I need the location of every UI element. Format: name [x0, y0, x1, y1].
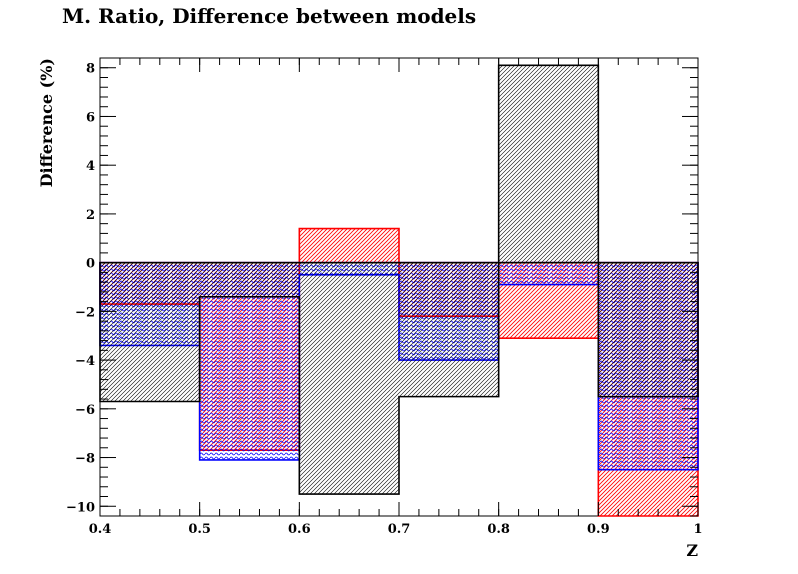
bar-series-3-bin-6 [598, 262, 698, 397]
series-3 [99, 64, 699, 495]
x-tick-label: 0.5 [188, 522, 211, 537]
x-tick-label: 0.4 [89, 522, 112, 537]
y-tick-label: −6 [75, 403, 95, 418]
ticks-layer [99, 57, 699, 517]
bar-series-1-bin-3 [299, 228, 399, 263]
x-axis-label: Z [686, 541, 698, 560]
x-tick-label: 0.9 [587, 522, 610, 537]
bar-series-3-bin-4 [399, 262, 499, 397]
x-tick-label: 0.6 [288, 522, 311, 537]
y-tick-label: −4 [75, 354, 95, 369]
y-tick-label: −10 [66, 500, 95, 515]
chart-title: M. Ratio, Difference between models [62, 4, 476, 28]
x-tick-label: 0.7 [388, 522, 411, 537]
y-tick-label: −8 [75, 452, 95, 467]
x-tick-label: 0.8 [487, 522, 510, 537]
x-tick-label: 1 [693, 522, 702, 537]
bar-series-3-bin-1 [100, 262, 200, 402]
y-tick-label: −2 [75, 305, 95, 320]
y-tick-label: 0 [86, 257, 95, 272]
bar-series-3-bin-3 [299, 262, 399, 495]
y-tick-label: 6 [86, 110, 95, 125]
y-tick-label: 4 [86, 159, 95, 174]
bar-series-3-bin-5 [498, 65, 599, 263]
bar-series-2-bin-5 [498, 262, 599, 285]
y-tick-label: 8 [86, 62, 95, 77]
bars-layer [99, 64, 699, 517]
outline-series-3 [99, 64, 699, 495]
bar-series-3-bin-2 [199, 262, 300, 297]
y-tick-label: 2 [86, 208, 95, 223]
y-axis-label: Difference (%) [37, 58, 56, 187]
tick-labels-layer: 0.4 0.5 0.6 0.7 0.8 0.9 1 −10 −8 −6 −4 −2 0 2 4 6 8 [66, 62, 703, 537]
